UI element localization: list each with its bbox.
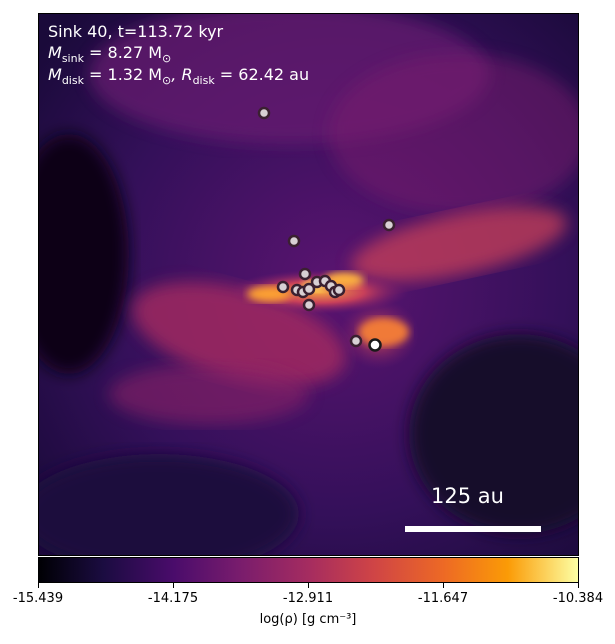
main-sink-marker: [368, 338, 382, 352]
density-map-image: [39, 14, 578, 555]
colorbar-tick: [173, 583, 174, 588]
sink-mass-label: Msink = 8.27 M⊙: [48, 43, 172, 66]
sink-marker: [287, 234, 301, 248]
colorbar-tick: [308, 583, 309, 588]
sink-marker: [257, 106, 271, 120]
colorbar-tick: [578, 583, 579, 588]
colorbar-tick: [38, 583, 39, 588]
colorbar-tick-label: -10.384: [552, 591, 604, 606]
colorbar-tick-label: -15.439: [12, 591, 64, 606]
density-map-panel: Sink 40, t=113.72 kyr Msink = 8.27 M⊙ Md…: [38, 13, 579, 556]
scalebar: [405, 526, 541, 532]
sink-marker: [382, 218, 396, 232]
colorbar: [38, 557, 579, 583]
scalebar-label: 125 au: [431, 484, 504, 508]
colorbar-label: log(ρ) [g cm⁻³]: [259, 612, 357, 627]
sink-marker: [298, 267, 312, 281]
sink-marker: [276, 280, 290, 294]
colorbar-tick: [443, 583, 444, 588]
sink-marker: [302, 282, 316, 296]
colorbar-tick-label: -11.647: [417, 591, 469, 606]
sink-marker: [332, 283, 346, 297]
sink-marker: [349, 334, 363, 348]
colorbar-tick-label: -14.175: [147, 591, 199, 606]
disk-mass-radius-label: Mdisk = 1.32 M⊙, Rdisk = 62.42 au: [48, 65, 310, 88]
sink-marker: [302, 298, 316, 312]
sink-time-label: Sink 40, t=113.72 kyr: [48, 22, 224, 41]
colorbar-tick-label: -12.911: [282, 591, 334, 606]
